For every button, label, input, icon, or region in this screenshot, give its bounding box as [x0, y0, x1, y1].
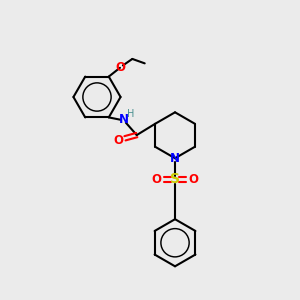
Text: O: O — [189, 173, 199, 186]
Text: O: O — [113, 134, 124, 147]
Text: O: O — [116, 61, 126, 74]
Text: N: N — [170, 152, 180, 165]
Text: N: N — [118, 113, 128, 126]
Text: H: H — [127, 110, 134, 119]
Text: O: O — [151, 173, 161, 186]
Text: S: S — [170, 172, 180, 186]
